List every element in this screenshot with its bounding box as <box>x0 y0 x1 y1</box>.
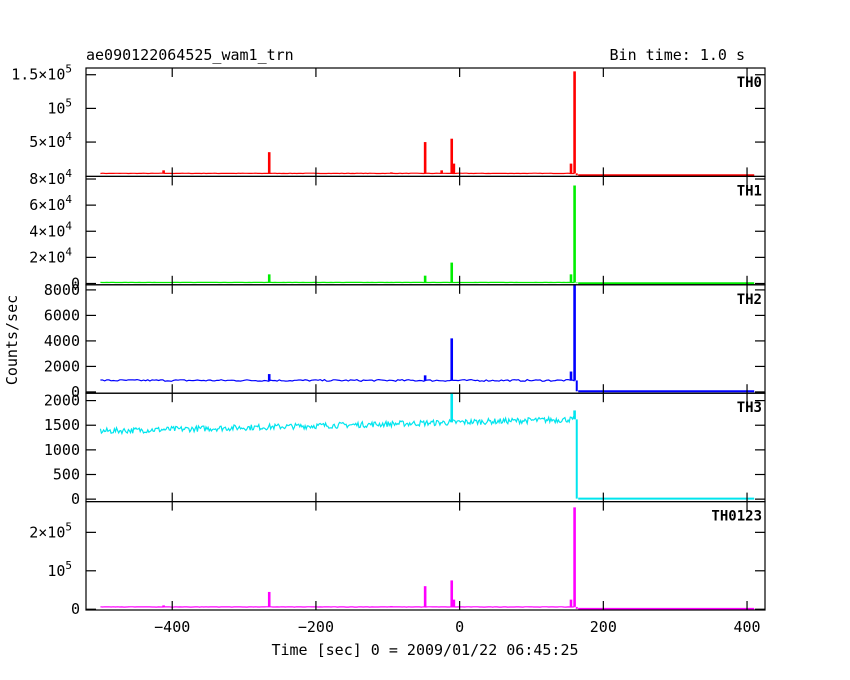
panel-th2: TH2 0 2000 4000 6000 8000 <box>44 281 766 401</box>
y-tick-label-th1-4: 8×104 <box>29 167 72 188</box>
chart-title: ae090122064525_wam1_trn <box>86 46 294 64</box>
y-tick-label-th3-4: 2000 <box>44 392 80 410</box>
x-tick-label-4: 400 <box>733 618 760 636</box>
panel-th0: TH0 5×104 105 1.5×105 <box>11 63 766 178</box>
bin-time-label: Bin time: 1.0 s <box>610 46 745 64</box>
panel-th0123: TH0123 0 105 2×105 <box>29 501 766 618</box>
y-tick-label-th3-0: 0 <box>71 490 80 508</box>
panel-label-th1: TH1 <box>737 183 762 199</box>
y-tick-label-th0-0: 5×104 <box>29 130 72 151</box>
y-tick-label-th3-3: 1500 <box>44 416 80 434</box>
panel-frame-th1 <box>85 175 766 286</box>
panel-th3: TH3 0 500 1000 1500 2000 <box>44 392 766 508</box>
y-tick-label-th0123-0: 0 <box>71 600 80 618</box>
y-tick-label-th0123-1: 105 <box>47 559 72 580</box>
y-tick-label-th2-4: 8000 <box>44 281 80 299</box>
y-tick-label-th1-2: 4×104 <box>29 219 72 240</box>
series-line-th3 <box>99 415 575 436</box>
x-tick-label-0: −400 <box>154 618 190 636</box>
panel-label-th0: TH0 <box>737 75 762 91</box>
panel-frame-th0123 <box>85 501 766 611</box>
x-tick-label-3: 200 <box>590 618 617 636</box>
y-tick-label-th2-2: 4000 <box>44 332 80 350</box>
x-tick-label-1: −200 <box>298 618 334 636</box>
panels-group: TH0 5×104 105 1.5×105 TH1 0 2×104 4×104 6×104 8×1… <box>11 63 766 636</box>
y-tick-label-th3-2: 1000 <box>44 441 80 459</box>
y-tick-label-th1-1: 2×104 <box>29 245 72 266</box>
panel-label-th0123: TH0123 <box>711 509 762 525</box>
series-line-th2 <box>100 378 575 383</box>
panel-frame-th3 <box>85 392 766 503</box>
y-tick-label-th1-0: 0 <box>71 274 80 292</box>
y-tick-label-th2-0: 0 <box>71 383 80 401</box>
y-tick-label-th2-3: 6000 <box>44 306 80 324</box>
y-tick-label-th0-1: 105 <box>47 96 72 117</box>
panel-label-th3: TH3 <box>737 400 762 416</box>
y-tick-label-th3-1: 500 <box>53 466 80 484</box>
y-tick-label-th0123-2: 2×105 <box>29 520 72 541</box>
panel-label-th2: TH2 <box>737 292 762 308</box>
y-tick-label-th1-3: 6×104 <box>29 193 72 214</box>
y-tick-label-th2-1: 2000 <box>44 357 80 375</box>
x-tick-label-2: 0 <box>455 618 464 636</box>
y-axis-title: Counts/sec <box>3 295 21 385</box>
panel-th1: TH1 0 2×104 4×104 6×104 8×104 <box>29 167 766 292</box>
y-tick-label-th0-2: 1.5×105 <box>11 63 72 84</box>
x-axis-title: Time [sec] 0 = 2009/01/22 06:45:25 <box>271 641 578 659</box>
